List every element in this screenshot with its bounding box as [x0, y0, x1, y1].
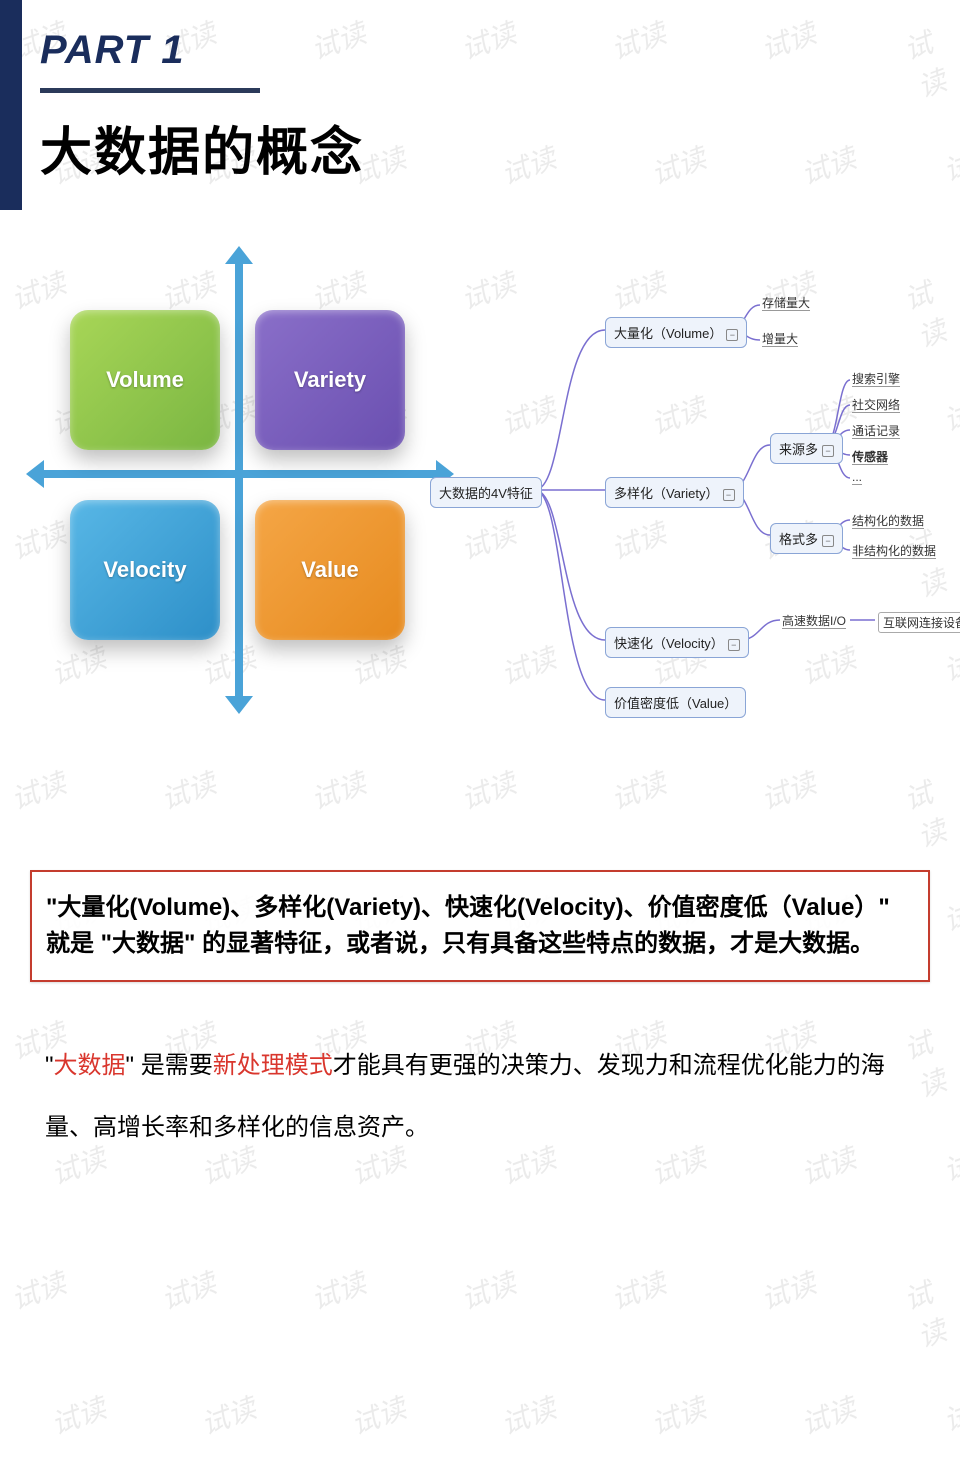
highlight-word: 新处理模式 [213, 1052, 333, 1079]
mindmap-leaf-box: 互联网连接设备数量增长 [878, 612, 960, 633]
mindmap-leaf: ... [852, 470, 862, 484]
mindmap-leaf: 结构化的数据 [852, 512, 924, 529]
toggle-icon: − [723, 489, 735, 501]
mindmap-node-format-label: 格式多 [779, 532, 818, 547]
highlight-word: 大数据 [54, 1052, 126, 1079]
mindmap-node-variety: 多样化（Variety）− [605, 477, 744, 508]
axis-vertical [235, 260, 243, 700]
toggle-icon: − [822, 535, 834, 547]
mindmap-leaf: 通话记录 [852, 422, 900, 439]
quadrant-chart: Volume Variety Velocity Value [55, 260, 415, 700]
mindmap-node-variety-label: 多样化（Variety） [614, 486, 719, 501]
mindmap-leaf: 高速数据I/O [782, 612, 846, 629]
quad-box-value: Value [255, 500, 405, 640]
mindmap-leaf: 非结构化的数据 [852, 542, 936, 559]
mindmap-leaf: 增量大 [762, 330, 798, 347]
mindmap-root: 大数据的4V特征 [430, 477, 542, 508]
mindmap-node-velocity-label: 快速化（Velocity） [614, 636, 724, 651]
toggle-icon: − [726, 329, 738, 341]
mindmap-leaf: 社交网络 [852, 396, 900, 413]
highlight-box: "大量化(Volume)、多样化(Variety)、快速化(Velocity)、… [30, 870, 930, 982]
mindmap-node-velocity: 快速化（Velocity）− [605, 627, 749, 658]
mindmap-node-sources-label: 来源多 [779, 442, 818, 457]
mindmap: 大数据的4V特征 大量化（Volume）− 存储量大 增量大 多样化（Varie… [430, 270, 950, 770]
mindmap-node-format: 格式多− [770, 523, 843, 554]
mindmap-leaf-bold: 传感器 [852, 448, 888, 465]
toggle-icon: − [822, 445, 834, 457]
toggle-icon: − [728, 639, 740, 651]
mindmap-leaf: 存储量大 [762, 294, 810, 311]
axis-horizontal [40, 470, 440, 478]
part-underline [40, 88, 260, 93]
quad-box-velocity: Velocity [70, 500, 220, 640]
mindmap-node-volume-label: 大量化（Volume） [614, 326, 722, 341]
mindmap-node-sources: 来源多− [770, 433, 843, 464]
quad-box-variety: Variety [255, 310, 405, 450]
mindmap-leaf: 搜索引擎 [852, 370, 900, 387]
mindmap-node-volume: 大量化（Volume）− [605, 317, 747, 348]
part-label: PART 1 [40, 28, 185, 73]
highlight-text: "大量化(Volume)、多样化(Variety)、快速化(Velocity)、… [46, 890, 914, 962]
quad-box-volume: Volume [70, 310, 220, 450]
definition-paragraph: "大数据" 是需要新处理模式才能具有更强的决策力、发现力和流程优化能力的海量、高… [45, 1035, 925, 1160]
page-title: 大数据的概念 [40, 110, 364, 185]
side-accent-bar [0, 0, 22, 210]
mindmap-node-value: 价值密度低（Value） [605, 687, 746, 718]
